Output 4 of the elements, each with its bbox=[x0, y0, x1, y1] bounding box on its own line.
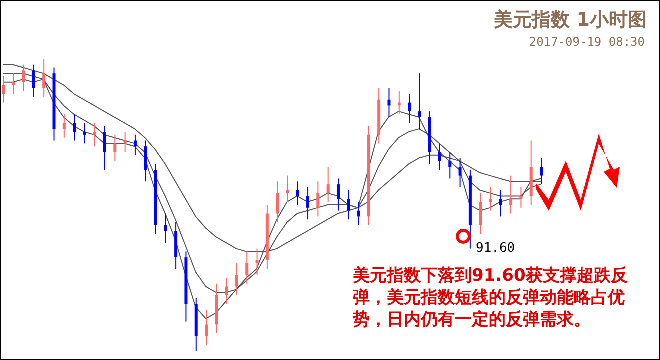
chart-title: 美元指数 1小时图 bbox=[494, 8, 647, 33]
annotation: 91.60 bbox=[476, 241, 516, 256]
text: 2017-09-19 08:30 bbox=[529, 35, 645, 49]
annotation: 美元指数下落到91.60获支撑超跌反弹，美元指数短线的反弹动能略占优势，日内仍有一定的反弹需求。 bbox=[353, 265, 633, 331]
